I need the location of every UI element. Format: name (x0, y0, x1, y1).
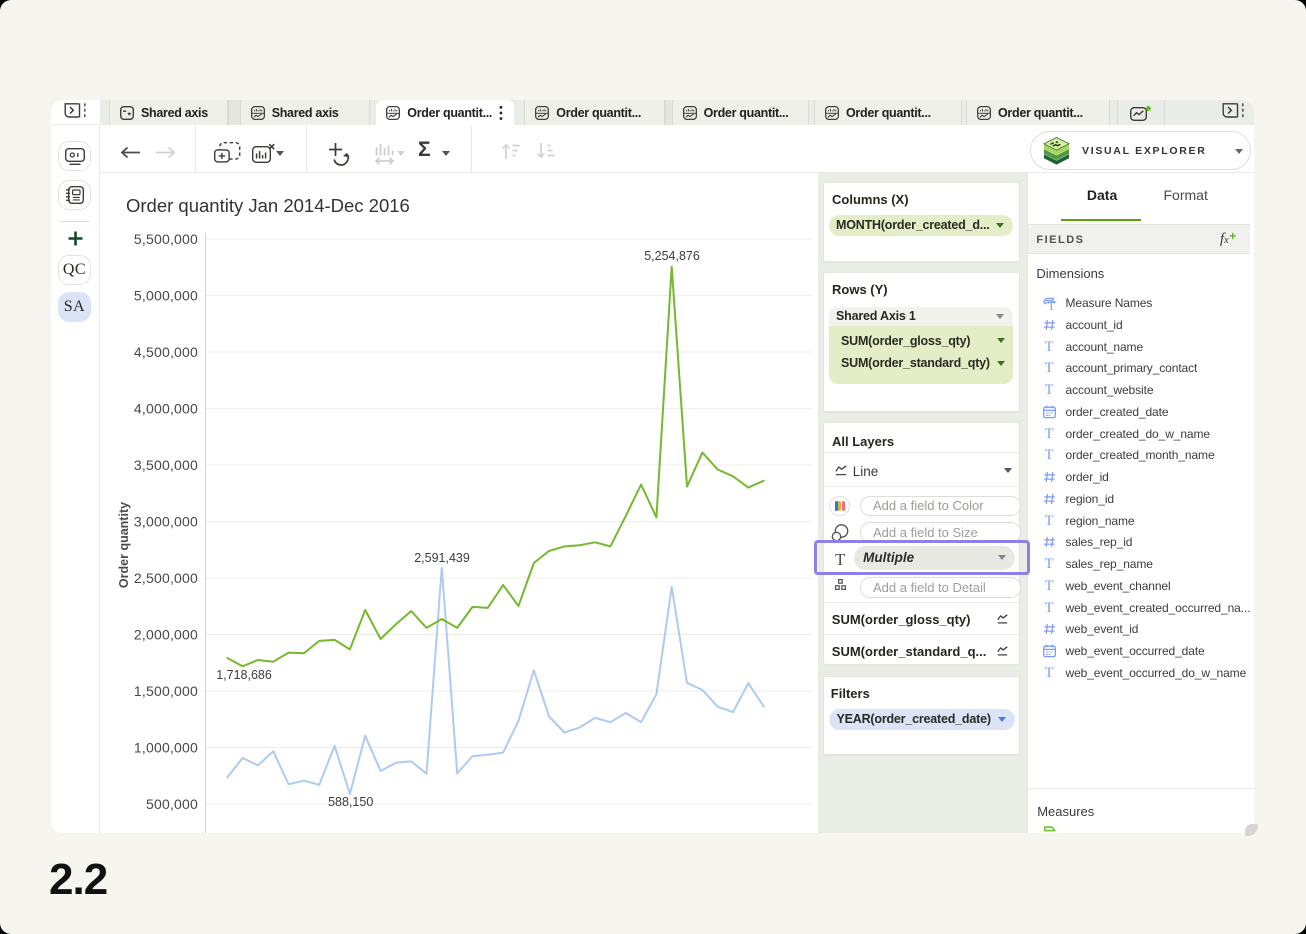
svg-text:4,500,000: 4,500,000 (134, 344, 198, 360)
svg-text:588,150: 588,150 (328, 795, 373, 809)
svg-text:1,718,686: 1,718,686 (216, 668, 272, 682)
svg-text:5,254,876: 5,254,876 (644, 249, 700, 263)
svg-text:Order quantity Jan 2014-Dec 20: Order quantity Jan 2014-Dec 2016 (126, 195, 410, 216)
svg-text:500,000: 500,000 (146, 796, 198, 812)
svg-text:Order quantity: Order quantity (117, 502, 131, 588)
svg-text:3,500,000: 3,500,000 (134, 457, 198, 473)
svg-text:1,500,000: 1,500,000 (134, 683, 198, 699)
svg-text:2,591,439: 2,591,439 (414, 551, 470, 565)
svg-text:5,500,000: 5,500,000 (134, 231, 198, 247)
svg-text:2,000,000: 2,000,000 (134, 627, 198, 643)
svg-text:4,000,000: 4,000,000 (134, 401, 198, 417)
svg-text:5,000,000: 5,000,000 (134, 288, 198, 304)
svg-text:2,500,000: 2,500,000 (134, 570, 198, 586)
svg-text:T: T (1047, 299, 1055, 310)
svg-text:1,000,000: 1,000,000 (134, 740, 198, 756)
svg-text:3,000,000: 3,000,000 (134, 514, 198, 530)
